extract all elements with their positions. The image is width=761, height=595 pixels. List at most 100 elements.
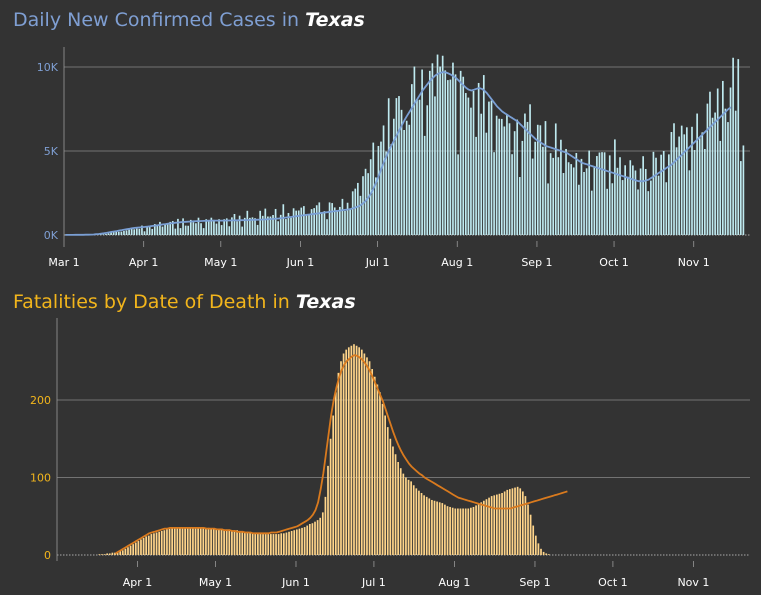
undefined <box>554 123 557 235</box>
undefined <box>540 548 542 555</box>
undefined <box>565 148 567 235</box>
undefined <box>257 533 259 555</box>
undefined <box>423 495 425 555</box>
undefined <box>727 122 729 235</box>
deaths-xtick-label: Jul 1 <box>361 576 386 589</box>
undefined <box>482 75 485 236</box>
undefined <box>189 219 192 235</box>
cases-xtick-label: Sep 1 <box>521 256 552 269</box>
undefined <box>446 506 449 555</box>
undefined <box>428 498 431 555</box>
undefined <box>467 508 470 555</box>
undefined <box>124 548 127 555</box>
undefined <box>544 121 547 235</box>
undefined <box>742 145 745 235</box>
undefined <box>451 507 454 555</box>
undefined <box>233 530 236 555</box>
deaths-xtick-label: Sep 1 <box>519 576 550 589</box>
undefined <box>503 126 506 235</box>
undefined <box>163 530 166 555</box>
undefined <box>243 217 246 235</box>
undefined <box>516 486 519 555</box>
undefined <box>462 508 464 555</box>
undefined <box>678 136 680 235</box>
undefined <box>433 500 436 555</box>
undefined <box>642 156 644 235</box>
deaths-chart-title: Fatalities by Date of Death in Texas <box>13 291 356 313</box>
undefined <box>215 528 218 555</box>
undefined <box>350 345 353 555</box>
undefined <box>611 183 614 235</box>
undefined <box>151 228 154 235</box>
undefined <box>714 112 716 235</box>
undefined <box>132 544 135 555</box>
undefined <box>116 551 119 555</box>
undefined <box>336 211 339 235</box>
undefined <box>462 76 465 235</box>
undefined <box>578 184 580 235</box>
undefined <box>259 210 262 235</box>
undefined <box>342 353 345 555</box>
undefined <box>626 176 629 235</box>
undefined <box>389 438 392 555</box>
undefined <box>570 164 573 235</box>
undefined <box>490 100 493 235</box>
undefined <box>101 554 103 555</box>
undefined <box>693 149 696 235</box>
undefined <box>665 182 668 235</box>
undefined <box>212 528 215 555</box>
undefined <box>105 233 107 235</box>
undefined <box>650 180 652 235</box>
undefined <box>171 527 173 555</box>
undefined <box>220 225 223 235</box>
undefined <box>670 132 673 235</box>
undefined <box>220 528 223 555</box>
undefined <box>384 415 387 555</box>
undefined <box>321 212 323 235</box>
undefined <box>420 493 423 555</box>
undefined <box>379 392 381 555</box>
undefined <box>542 551 545 555</box>
undefined <box>369 159 372 235</box>
undefined <box>339 206 341 235</box>
undefined <box>323 211 326 235</box>
undefined <box>197 527 199 555</box>
undefined <box>179 228 182 235</box>
undefined <box>397 462 399 555</box>
undefined <box>454 74 457 235</box>
undefined <box>398 96 400 236</box>
undefined <box>106 553 109 555</box>
undefined <box>218 219 220 235</box>
undefined <box>629 160 632 235</box>
undefined <box>205 219 208 235</box>
undefined <box>161 226 164 235</box>
undefined <box>408 124 411 235</box>
undefined <box>272 534 275 555</box>
undefined <box>360 349 363 555</box>
undefined <box>192 527 194 555</box>
undefined <box>683 134 686 235</box>
undefined <box>256 224 259 235</box>
undefined <box>431 63 434 235</box>
undefined <box>293 530 296 555</box>
undefined <box>416 99 418 235</box>
undefined <box>280 533 283 555</box>
undefined <box>719 140 722 235</box>
undefined <box>143 231 146 235</box>
undefined <box>274 208 277 235</box>
undefined <box>349 209 351 235</box>
undefined <box>308 214 310 235</box>
deaths-xtick-label: Apr 1 <box>123 576 153 589</box>
undefined <box>171 221 174 235</box>
undefined <box>357 182 359 235</box>
undefined <box>521 140 524 235</box>
undefined <box>464 508 467 555</box>
cases-title-state: Texas <box>305 9 365 31</box>
undefined <box>246 210 249 235</box>
undefined <box>310 209 313 235</box>
cases-xtick-label: Jul 1 <box>365 256 390 269</box>
undefined <box>215 223 218 235</box>
undefined <box>496 494 498 555</box>
